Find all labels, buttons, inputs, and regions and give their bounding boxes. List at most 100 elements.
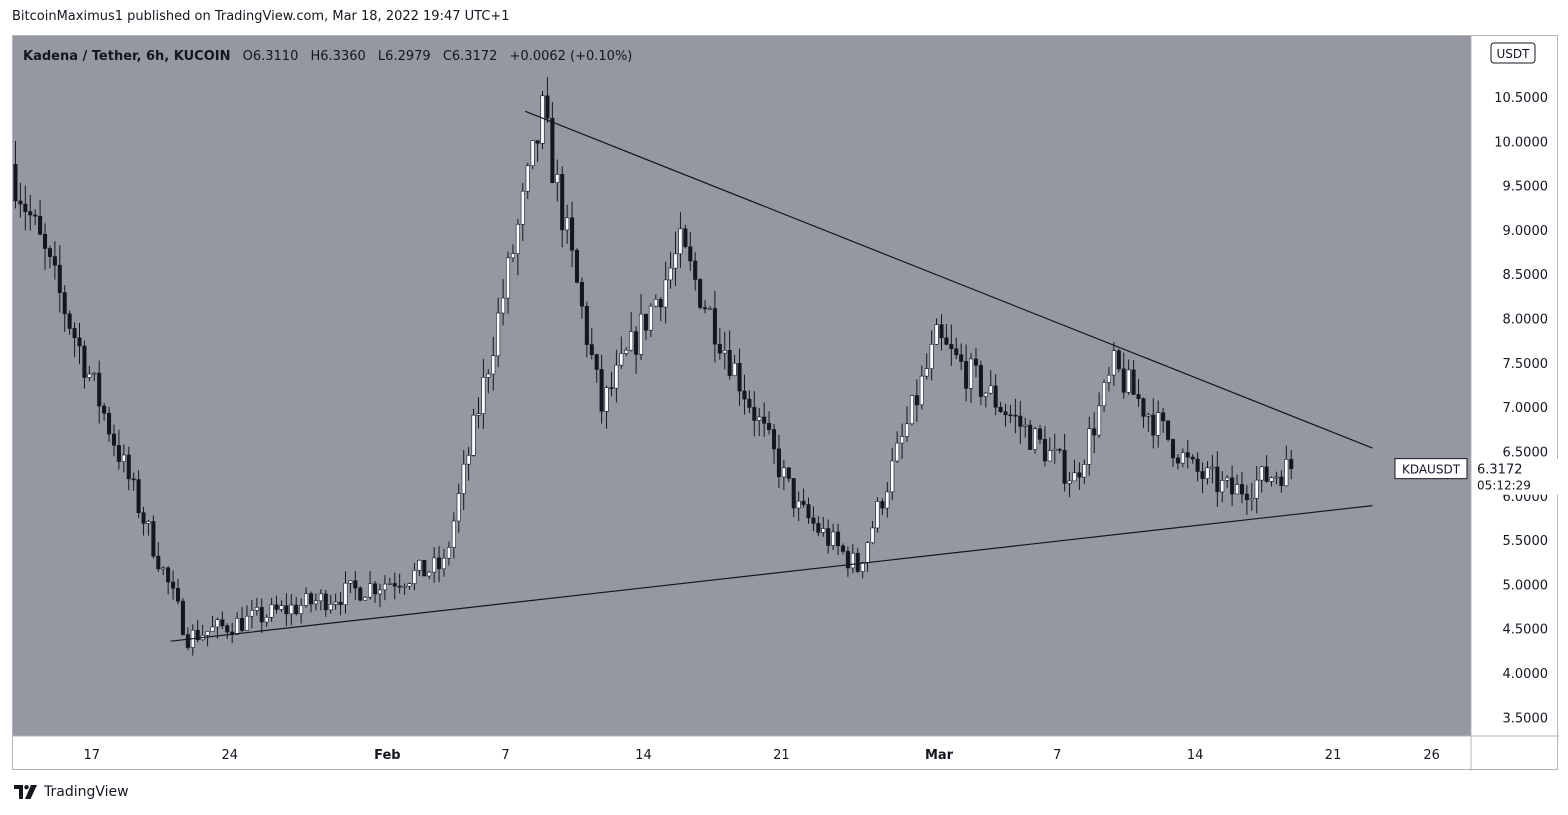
time-axis-label: 21: [1325, 748, 1342, 763]
candle-body: [747, 398, 752, 408]
price-tag-value: 6.3172: [1477, 463, 1523, 478]
candle-body: [33, 214, 38, 217]
candle-body: [1195, 458, 1200, 472]
candle-body: [225, 625, 230, 633]
candle-body: [299, 605, 304, 615]
candle-body: [437, 557, 442, 570]
candle-body: [215, 619, 220, 628]
currency-badge-label: USDT: [1497, 47, 1531, 61]
candle-body: [136, 479, 141, 514]
plot-area[interactable]: [13, 36, 1471, 736]
candle-body: [304, 593, 309, 606]
candle-body: [717, 343, 722, 354]
candle-body: [648, 305, 653, 331]
candle-body: [205, 631, 210, 636]
legend-symbol: Kadena / Tether, 6h, KUCOIN: [23, 49, 230, 64]
candle-body: [757, 416, 762, 421]
symbol-tag-label: KDAUSDT: [1402, 463, 1461, 477]
candle-body: [313, 600, 318, 605]
time-axis-label: 7: [501, 748, 509, 763]
candle-body: [653, 298, 658, 307]
legend-change: +0.0062 (+0.10%): [510, 49, 633, 64]
footer-brand[interactable]: TradingView: [14, 784, 129, 800]
candle-body: [92, 372, 97, 375]
candle-body: [1047, 450, 1052, 462]
candle-body: [638, 313, 644, 355]
candle-body: [574, 249, 580, 283]
candle-body: [870, 527, 875, 544]
candle-body: [491, 355, 496, 375]
trendlines-layer: [170, 110, 1373, 642]
trendline[interactable]: [170, 505, 1373, 642]
candle-body: [67, 313, 72, 329]
candle-body: [806, 504, 811, 519]
candlestick-chart[interactable]: 3.50004.00004.50005.00005.50006.00006.50…: [13, 36, 1559, 771]
candle-body: [412, 570, 417, 584]
candle-body: [693, 260, 698, 280]
candle-body: [973, 358, 978, 366]
candle-body: [722, 350, 727, 354]
candle-body: [308, 593, 314, 605]
tradingview-logo-icon: [14, 785, 38, 799]
candle-body: [1200, 471, 1205, 479]
candle-body: [619, 353, 624, 366]
legend-high-label: H: [311, 49, 321, 64]
candle-body: [111, 433, 117, 446]
legend-close-value: 6.3172: [452, 49, 498, 64]
candle-body: [796, 500, 801, 509]
candle-body: [13, 164, 18, 202]
trendline[interactable]: [525, 110, 1373, 449]
candle-body: [959, 354, 964, 362]
time-axis[interactable]: 17 24 Feb 7 14 21 Mar 7 14 21 26: [84, 748, 1440, 763]
candle-body: [683, 228, 688, 248]
candle-body: [82, 345, 87, 378]
candle-body: [77, 337, 82, 347]
candle-body: [707, 308, 713, 310]
candle-body: [333, 601, 338, 605]
candle-body: [1180, 452, 1185, 464]
candle-body: [126, 454, 131, 480]
candle-body: [1116, 350, 1121, 370]
candle-body: [555, 174, 560, 183]
price-axis-label: 9.0000: [1503, 224, 1549, 239]
time-axis-label: 7: [1053, 748, 1061, 763]
price-axis[interactable]: 3.50004.00004.50005.00005.50006.00006.50…: [1494, 91, 1548, 726]
candle-body: [38, 215, 43, 235]
candle-body: [279, 605, 284, 610]
candle-body: [836, 531, 841, 547]
currency-badge[interactable]: USDT: [1490, 42, 1536, 64]
time-axis-label: Feb: [374, 748, 400, 763]
candle-body: [353, 580, 358, 589]
candle-body: [1136, 394, 1141, 399]
price-axis-label: 10.0000: [1494, 135, 1548, 150]
legend-close-label: C: [443, 49, 452, 64]
candle-body: [949, 344, 954, 350]
candle-body: [382, 583, 387, 591]
candle-body: [762, 416, 767, 424]
candle-body: [235, 618, 240, 635]
candle-body: [604, 387, 609, 412]
candle-body: [727, 350, 732, 376]
price-tag-box: [1472, 458, 1558, 495]
candle-body: [23, 203, 28, 212]
candle-body: [786, 467, 791, 479]
candle-body: [269, 604, 274, 618]
candle-body: [441, 557, 447, 570]
candle-body: [1131, 369, 1136, 395]
chart-frame[interactable]: 3.5000 4.0000 4.5000 5.0000 5.5000 6.0000 6.50…: [12, 35, 1559, 771]
candle-body: [791, 478, 796, 509]
candle-body: [456, 493, 461, 522]
candle-body: [506, 257, 511, 299]
candle-body: [624, 349, 629, 354]
candle-body: [1269, 477, 1274, 482]
candle-body: [146, 521, 151, 524]
candle-body: [900, 436, 905, 444]
candle-body: [1072, 472, 1077, 482]
candle-body: [1097, 405, 1102, 436]
legend-low-label: L: [378, 49, 386, 64]
candle-body: [42, 233, 48, 249]
candle-body: [1230, 477, 1235, 495]
time-axis-label: Mar: [925, 748, 954, 763]
candle-body: [885, 491, 890, 509]
candle-body: [776, 448, 781, 478]
